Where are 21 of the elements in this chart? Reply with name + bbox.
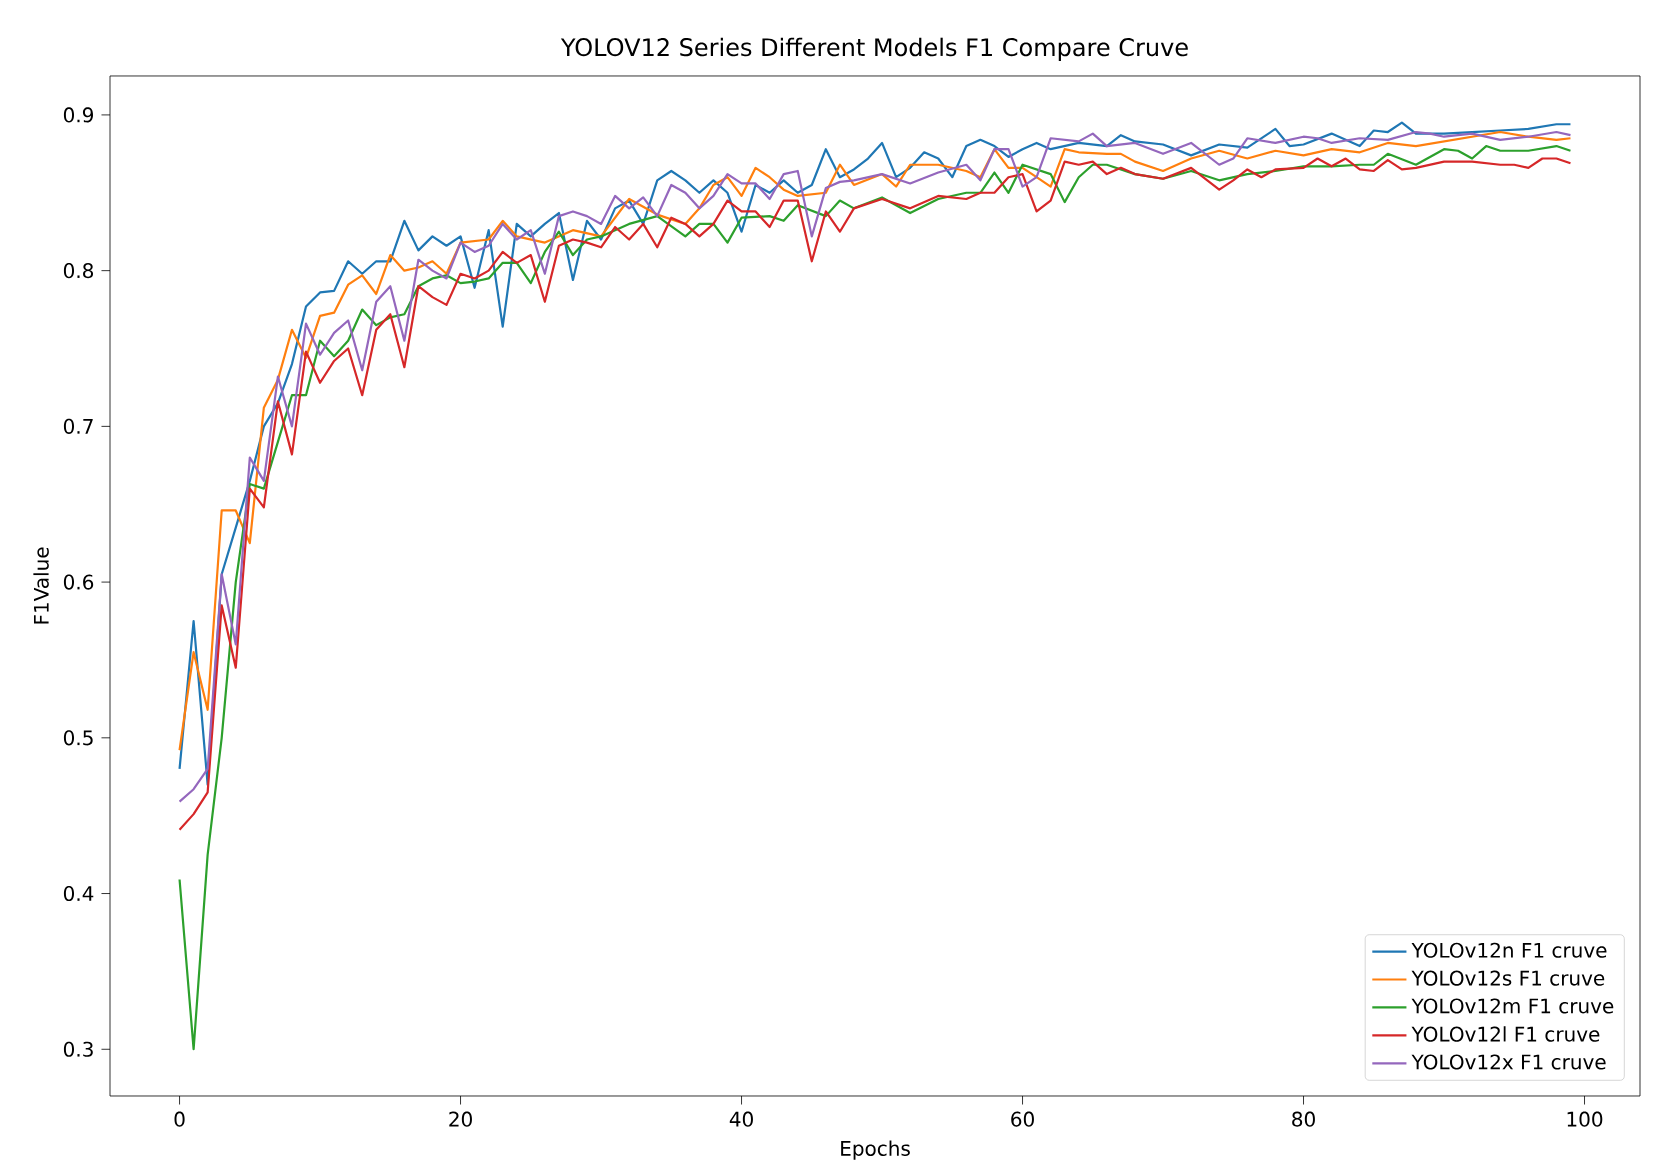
x-tick-label: 80	[1292, 1111, 1315, 1127]
y-tick-label: 0.3	[63, 1041, 93, 1057]
y-axis-title: F1Value	[33, 547, 49, 624]
chart-title: YOLOV12 Series Different Models F1 Compare Cruve	[560, 37, 1188, 61]
x-tick-label: 60	[1011, 1111, 1034, 1127]
y-tick-label: 0.7	[63, 418, 93, 434]
legend-label: YOLOv12x F1 cruve	[1411, 1054, 1606, 1070]
y-tick-label: 0.5	[63, 730, 93, 746]
x-tick-label: 40	[729, 1111, 753, 1127]
legend-label: YOLOv12s F1 cruve	[1411, 970, 1605, 986]
y-tick-label: 0.9	[63, 107, 94, 123]
y-tick-label: 0.4	[63, 885, 94, 902]
legend-label: YOLOv12l F1 cruve	[1411, 1026, 1600, 1042]
y-tick-label: 0.8	[63, 263, 94, 279]
legend-label: YOLOv12m F1 cruve	[1411, 998, 1614, 1014]
y-tick-label: 0.6	[63, 574, 94, 590]
x-tick-label: 0	[174, 1111, 185, 1127]
x-axis-title: Epochs	[841, 1140, 910, 1160]
legend-label: YOLOv12n F1 cruve	[1411, 942, 1607, 958]
x-tick-label: 20	[449, 1111, 472, 1127]
x-tick-label: 100	[1567, 1111, 1603, 1127]
